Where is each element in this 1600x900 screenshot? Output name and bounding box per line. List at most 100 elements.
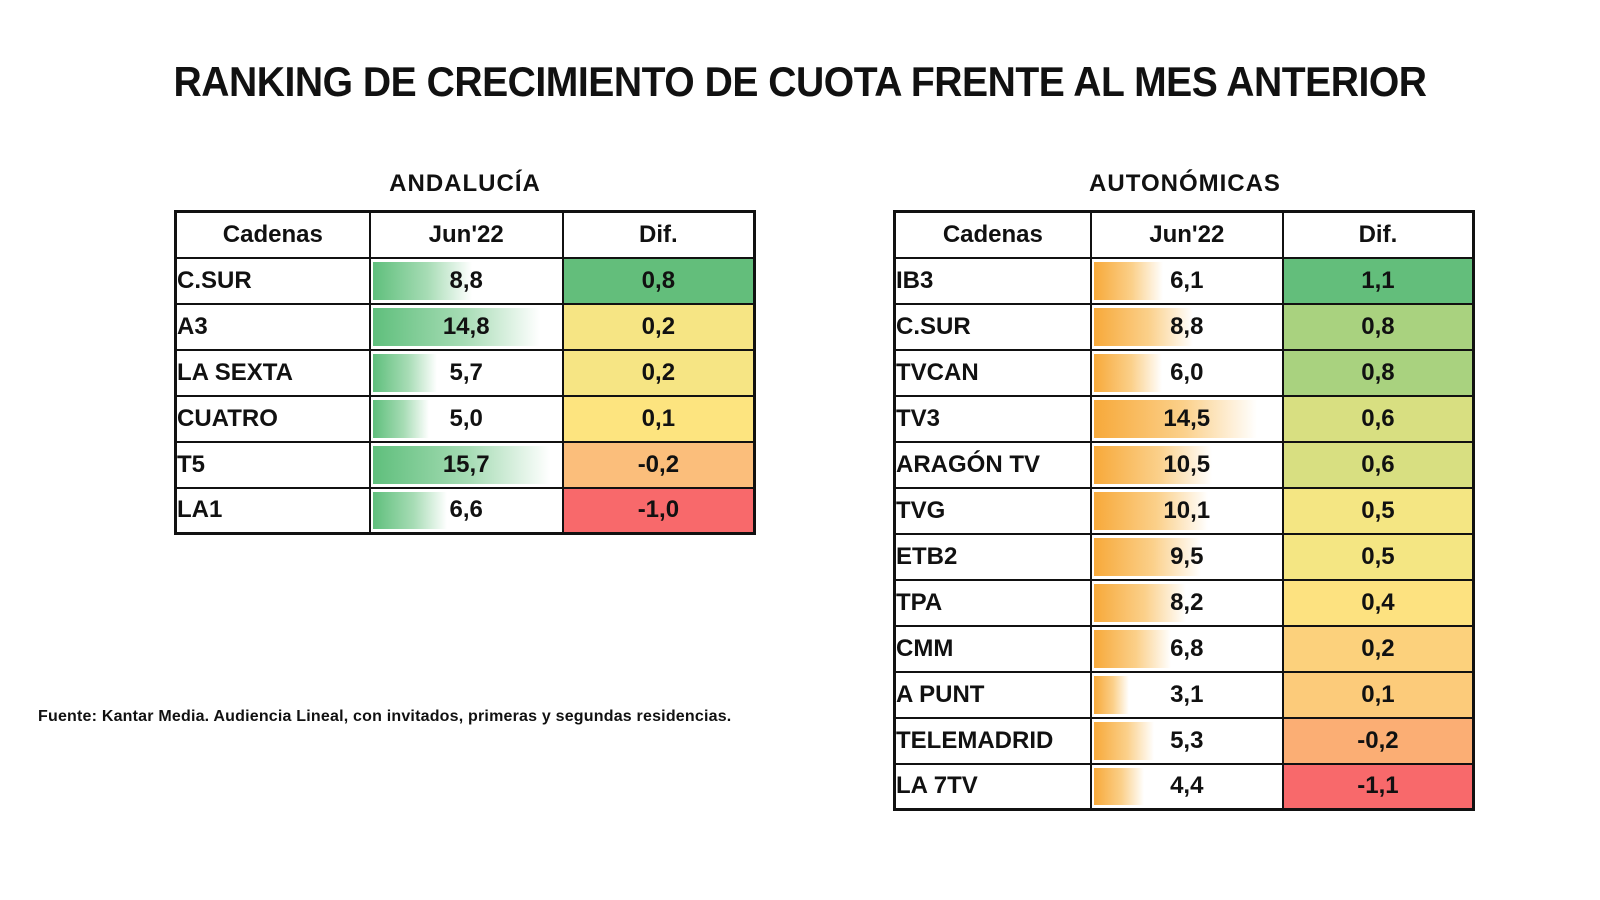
share-databar bbox=[1093, 537, 1201, 576]
channel-name: C.SUR bbox=[174, 256, 371, 305]
share-databar bbox=[372, 353, 437, 392]
share-databar bbox=[1093, 675, 1129, 714]
share-databar bbox=[1093, 583, 1186, 622]
share-cell: 6,1 bbox=[1089, 256, 1284, 305]
share-value: 15,7 bbox=[442, 450, 490, 478]
dif-value: 0,8 bbox=[1281, 348, 1475, 397]
share-cell: 5,7 bbox=[368, 348, 564, 397]
share-databar bbox=[1093, 721, 1154, 760]
share-value: 6,6 bbox=[449, 496, 483, 524]
dif-value: 0,2 bbox=[561, 348, 756, 397]
share-value: 8,8 bbox=[1170, 312, 1204, 340]
dif-value: -0,2 bbox=[1281, 716, 1475, 765]
dif-value: 0,4 bbox=[1281, 578, 1475, 627]
dif-value: 0,1 bbox=[1281, 670, 1475, 719]
channel-name: ETB2 bbox=[893, 532, 1092, 581]
dif-value: 0,8 bbox=[561, 256, 756, 305]
share-databar bbox=[1093, 261, 1163, 300]
share-databar bbox=[1093, 307, 1193, 346]
share-value: 9,5 bbox=[1170, 542, 1204, 570]
dif-value: 0,5 bbox=[1281, 532, 1475, 581]
channel-name: IB3 bbox=[893, 256, 1092, 305]
table-row: A PUNT 3,1 0,1 bbox=[893, 670, 1475, 719]
col-header-dif: Dif. bbox=[561, 210, 756, 259]
dif-value: -0,2 bbox=[561, 440, 756, 489]
table-row: LA 7TV 4,4 -1,1 bbox=[893, 762, 1475, 811]
col-header-jun22: Jun'22 bbox=[1089, 210, 1284, 259]
share-value: 5,0 bbox=[449, 404, 483, 432]
table-row: TELEMADRID 5,3 -0,2 bbox=[893, 716, 1475, 765]
share-cell: 6,6 bbox=[368, 486, 564, 535]
table-row: TVG 10,1 0,5 bbox=[893, 486, 1475, 535]
share-cell: 10,1 bbox=[1089, 486, 1284, 535]
table-row: ETB2 9,5 0,5 bbox=[893, 532, 1475, 581]
andalucia-table: Cadenas Jun'22 Dif. C.SUR 8,8 0,8 A3 14,8 0,2… bbox=[174, 210, 756, 535]
col-header-cadenas: Cadenas bbox=[893, 210, 1092, 259]
share-value: 6,1 bbox=[1170, 266, 1204, 294]
channel-name: LA SEXTA bbox=[174, 348, 371, 397]
share-databar bbox=[372, 307, 540, 346]
table-row: C.SUR 8,8 0,8 bbox=[893, 302, 1475, 351]
table-row: CUATRO 5,0 0,1 bbox=[174, 394, 756, 443]
channel-name: ARAGÓN TV bbox=[893, 440, 1092, 489]
share-databar bbox=[372, 261, 472, 300]
channel-name: CMM bbox=[893, 624, 1092, 673]
channel-name: TELEMADRID bbox=[893, 716, 1092, 765]
page-title: RANKING DE CRECIMIENTO DE CUOTA FRENTE A… bbox=[173, 58, 1427, 105]
header-row: Cadenas Jun'22 Dif. bbox=[174, 210, 756, 259]
table-row: LA1 6,6 -1,0 bbox=[174, 486, 756, 535]
dif-value: 0,8 bbox=[1281, 302, 1475, 351]
share-value: 6,0 bbox=[1170, 358, 1204, 386]
share-cell: 5,3 bbox=[1089, 716, 1284, 765]
share-value: 14,8 bbox=[442, 312, 490, 340]
share-cell: 8,8 bbox=[368, 256, 564, 305]
share-databar bbox=[1093, 353, 1162, 392]
share-cell: 4,4 bbox=[1089, 762, 1284, 811]
share-databar bbox=[1093, 767, 1144, 805]
dif-value: 0,6 bbox=[1281, 440, 1475, 489]
share-cell: 10,5 bbox=[1089, 440, 1284, 489]
dif-value: 0,2 bbox=[561, 302, 756, 351]
channel-name: TVG bbox=[893, 486, 1092, 535]
share-cell: 3,1 bbox=[1089, 670, 1284, 719]
dif-value: 0,5 bbox=[1281, 486, 1475, 535]
share-value: 6,8 bbox=[1170, 634, 1204, 662]
table-row: C.SUR 8,8 0,8 bbox=[174, 256, 756, 305]
share-value: 10,1 bbox=[1163, 496, 1211, 524]
header-row: Cadenas Jun'22 Dif. bbox=[893, 210, 1475, 259]
channel-name: T5 bbox=[174, 440, 371, 489]
dif-value: 0,1 bbox=[561, 394, 756, 443]
table-row: TPA 8,2 0,4 bbox=[893, 578, 1475, 627]
share-cell: 8,2 bbox=[1089, 578, 1284, 627]
share-cell: 9,5 bbox=[1089, 532, 1284, 581]
share-cell: 14,5 bbox=[1089, 394, 1284, 443]
autonomicas-table: Cadenas Jun'22 Dif. IB3 6,1 1,1 C.SUR 8,8 0,8… bbox=[893, 210, 1475, 811]
dif-value: -1,1 bbox=[1281, 762, 1475, 811]
col-header-dif: Dif. bbox=[1281, 210, 1475, 259]
share-databar bbox=[372, 491, 447, 529]
share-databar bbox=[1093, 491, 1208, 530]
share-value: 3,1 bbox=[1170, 680, 1204, 708]
share-cell: 8,8 bbox=[1089, 302, 1284, 351]
table-row: TVCAN 6,0 0,8 bbox=[893, 348, 1475, 397]
channel-name: LA 7TV bbox=[893, 762, 1092, 811]
col-header-jun22: Jun'22 bbox=[368, 210, 564, 259]
channel-name: TVCAN bbox=[893, 348, 1092, 397]
share-databar bbox=[1093, 445, 1212, 484]
andalucia-title: ANDALUCÍA bbox=[389, 170, 541, 197]
autonomicas-title: AUTONÓMICAS bbox=[1089, 170, 1281, 197]
channel-name: A3 bbox=[174, 302, 371, 351]
share-value: 14,5 bbox=[1163, 404, 1211, 432]
channel-name: A PUNT bbox=[893, 670, 1092, 719]
dif-value: -1,0 bbox=[561, 486, 756, 535]
share-cell: 6,8 bbox=[1089, 624, 1284, 673]
dif-value: 1,1 bbox=[1281, 256, 1475, 305]
share-cell: 14,8 bbox=[368, 302, 564, 351]
dif-value: 0,2 bbox=[1281, 624, 1475, 673]
table-row: LA SEXTA 5,7 0,2 bbox=[174, 348, 756, 397]
share-value: 10,5 bbox=[1163, 450, 1211, 478]
share-value: 5,3 bbox=[1170, 726, 1204, 754]
share-value: 4,4 bbox=[1170, 772, 1204, 800]
share-cell: 15,7 bbox=[368, 440, 564, 489]
channel-name: LA1 bbox=[174, 486, 371, 535]
